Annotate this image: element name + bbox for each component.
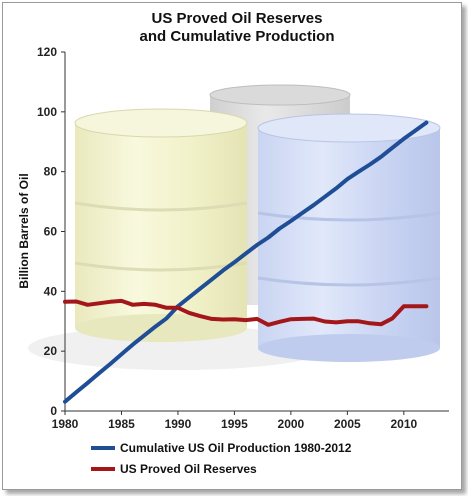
blue-barrel: [257, 113, 441, 362]
x-tick-label: 1980: [52, 417, 79, 431]
y-tick-label: 0: [50, 404, 57, 418]
x-tick-label: 1985: [108, 417, 135, 431]
x-tick-label: 2005: [334, 417, 361, 431]
y-tick-label: 100: [37, 105, 57, 119]
y-tick-label: 40: [44, 284, 58, 298]
chart-title-line-1: US Proved Oil Reserves: [152, 10, 323, 27]
chart-title-line-2: and Cumulative Production: [139, 28, 334, 45]
legend-label-production: Cumulative US Oil Production 1980-2012: [120, 441, 352, 455]
x-tick-label: 1990: [165, 417, 192, 431]
line-chart: US Proved Oil Reserves and Cumulative Pr…: [17, 10, 449, 476]
y-tick-label: 80: [44, 165, 58, 179]
proved-reserves-line: [63, 298, 429, 327]
x-tick-label: 1995: [221, 417, 248, 431]
y-tick-label: 60: [44, 225, 58, 239]
x-tick-label: 2000: [278, 417, 305, 431]
yellow-barrel: [74, 108, 248, 342]
y-tick-label: 20: [44, 344, 58, 358]
x-tick-label: 2010: [390, 417, 417, 431]
y-axis-label: Billion Barrels of Oil: [17, 173, 31, 288]
legend: Cumulative US Oil Production 1980-2012 U…: [91, 441, 352, 476]
chart-frame: US Proved Oil Reserves and Cumulative Pr…: [2, 2, 462, 490]
legend-label-reserves: US Proved Oil Reserves: [120, 462, 257, 476]
y-tick-label: 120: [37, 45, 57, 59]
oil-barrels-image: [28, 84, 441, 370]
cumulative-production-line: [63, 120, 429, 404]
